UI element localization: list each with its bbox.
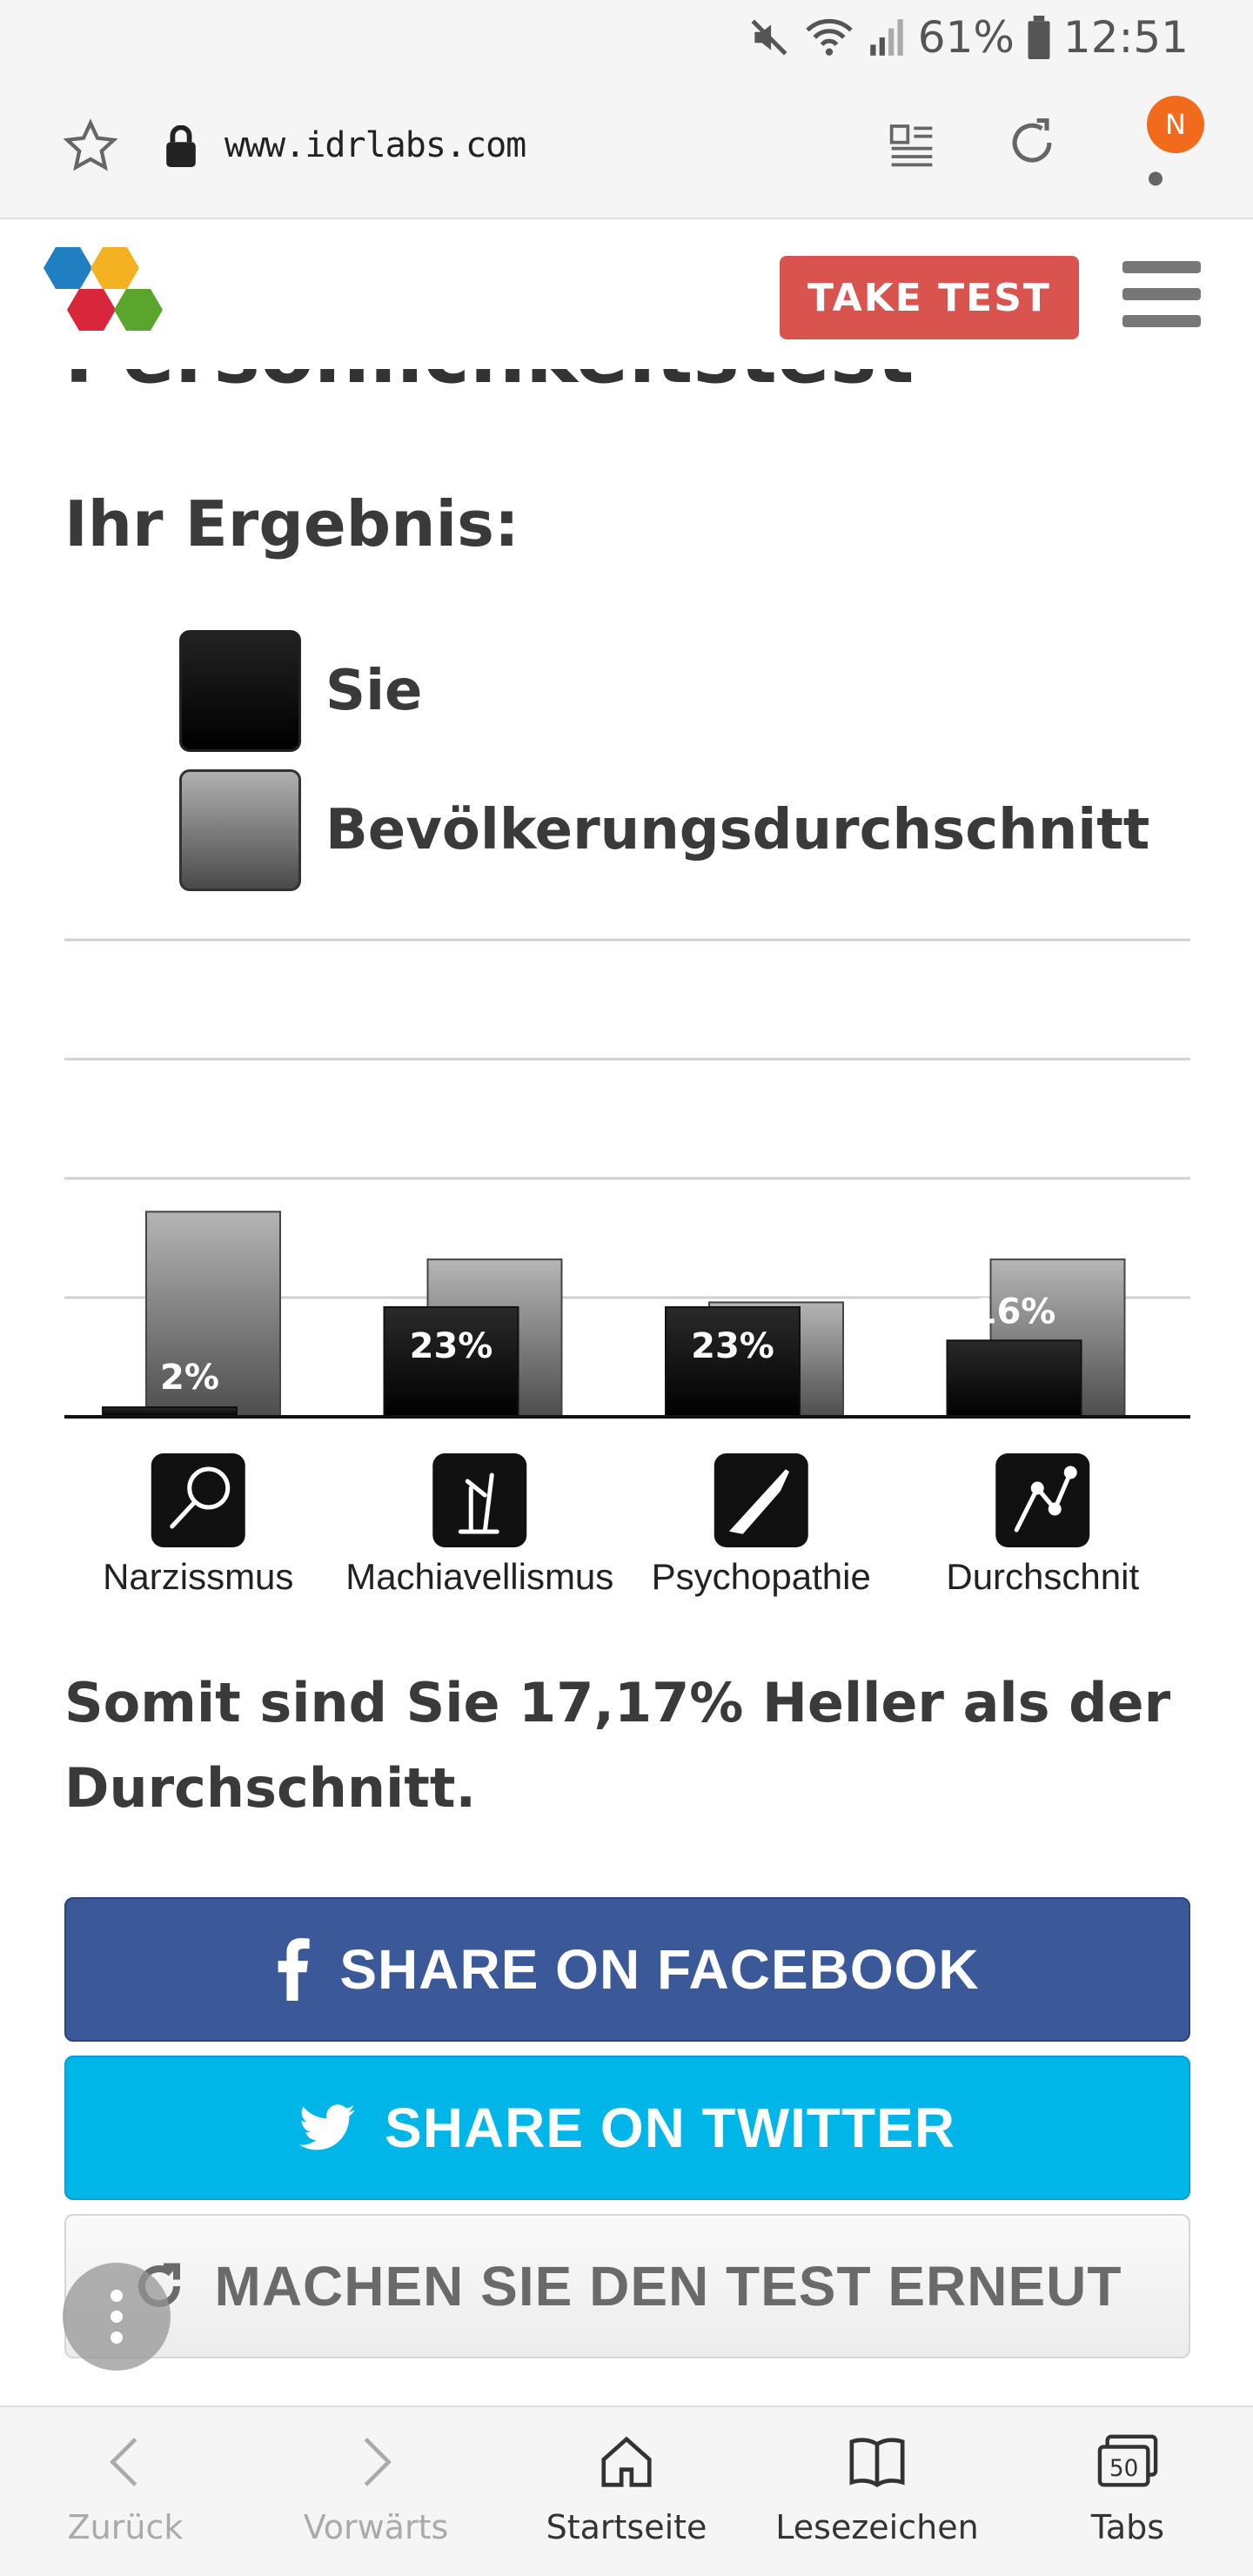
bar-value-label: 23% xyxy=(410,1326,493,1366)
legend-label: Bevölkerungsdurchschnitt xyxy=(325,798,1150,862)
share-twitter-label: SHARE ON TWITTER xyxy=(385,2096,955,2159)
retake-test-button[interactable]: MACHEN SIE DEN TEST ERNEUT xyxy=(64,2214,1190,2358)
forward-icon xyxy=(364,2438,392,2486)
battery-percent: 61% xyxy=(917,12,1015,63)
status-bar: 61% 12:51 xyxy=(0,0,1253,75)
reader-mode-icon[interactable] xyxy=(888,120,936,169)
star-icon[interactable] xyxy=(63,118,118,174)
crossed-fingers-icon xyxy=(432,1453,527,1547)
nav-label: Startseite xyxy=(546,2508,707,2546)
twitter-icon xyxy=(299,2104,356,2150)
nav-label: Vorwärts xyxy=(303,2508,449,2546)
nav-label: Tabs xyxy=(1090,2508,1165,2546)
nav-forward[interactable]: Vorwärts xyxy=(251,2407,501,2576)
result-chart: 2% 23% 23% 16% Narzissmus Machiavellismus Psy… xyxy=(0,931,1253,1601)
nav-tabs[interactable]: 50 Tabs xyxy=(1002,2407,1253,2576)
share-twitter-button[interactable]: SHARE ON TWITTER xyxy=(64,2056,1190,2200)
nav-back[interactable]: Zurück xyxy=(0,2407,251,2576)
bar-value-label: 23% xyxy=(691,1326,774,1366)
take-test-button[interactable]: TAKE TEST xyxy=(780,256,1079,339)
hamburger-menu-icon[interactable] xyxy=(1122,261,1201,331)
nav-home[interactable]: Startseite xyxy=(501,2407,752,2576)
bar-value-label: 16% xyxy=(973,1291,1056,1332)
lock-icon xyxy=(166,125,196,167)
browser-bottom-nav: Zurück Vorwärts Startseite Lesezeichen 5… xyxy=(0,2405,1253,2576)
reload-icon[interactable] xyxy=(1002,113,1062,172)
tabs-count: 50 xyxy=(1109,2456,1138,2482)
category-label: Machiavellismus xyxy=(345,1556,613,1597)
category-label: Narzissmus xyxy=(103,1556,293,1597)
floating-more-button[interactable] xyxy=(63,2263,171,2371)
browser-toolbar: www.idrlabs.com N xyxy=(0,75,1253,219)
category-label: Durchschnit xyxy=(946,1556,1139,1597)
retake-test-label: MACHEN SIE DEN TEST ERNEUT xyxy=(214,2255,1122,2318)
bar-you xyxy=(383,1305,519,1418)
result-heading: Ihr Ergebnis: xyxy=(64,487,519,560)
site-header: TAKE TEST xyxy=(0,221,1253,369)
result-summary: Somit sind Sie 17,17% Heller als der Dur… xyxy=(64,1671,1171,1820)
bar-chart: 2% 23% 23% 16% Narzissmus Machiavellismus Psy… xyxy=(64,938,1190,1597)
magnifier-icon xyxy=(151,1453,245,1547)
bar-value-label: 2% xyxy=(160,1358,219,1398)
legend-item-average: Bevölkerungsdurchschnitt xyxy=(179,769,1149,891)
nav-label: Lesezeichen xyxy=(775,2508,979,2546)
signal-icon xyxy=(870,19,903,56)
nav-label: Zurück xyxy=(67,2508,184,2546)
bookmarks-icon xyxy=(849,2438,905,2488)
wifi-icon xyxy=(806,18,853,56)
bar-you xyxy=(946,1339,1082,1419)
mute-icon xyxy=(751,19,787,56)
facebook-icon xyxy=(278,1938,310,2001)
home-icon xyxy=(601,2436,652,2487)
legend-label: Sie xyxy=(325,659,423,723)
tabs-icon: 50 xyxy=(1097,2434,1158,2487)
share-facebook-button[interactable]: SHARE ON FACEBOOK xyxy=(64,1897,1190,2042)
bar-you xyxy=(665,1305,801,1418)
idrlabs-logo[interactable] xyxy=(28,242,167,350)
battery-icon xyxy=(1028,16,1050,59)
graph-icon xyxy=(995,1453,1090,1547)
legend-swatch-you xyxy=(179,630,301,752)
more-options-icon[interactable] xyxy=(1145,118,1166,188)
legend-swatch-average xyxy=(179,769,301,891)
clock: 12:51 xyxy=(1062,12,1189,63)
address-bar[interactable]: www.idrlabs.com xyxy=(224,125,526,165)
legend-item-you: Sie xyxy=(179,630,422,752)
notification-badge[interactable]: N xyxy=(1147,96,1204,153)
knife-icon xyxy=(714,1453,808,1547)
nav-bookmarks[interactable]: Lesezeichen xyxy=(752,2407,1002,2576)
bar-average xyxy=(145,1211,281,1418)
back-icon xyxy=(110,2438,137,2486)
category-label: Psychopathie xyxy=(652,1556,871,1597)
share-facebook-label: SHARE ON FACEBOOK xyxy=(339,1938,980,2001)
